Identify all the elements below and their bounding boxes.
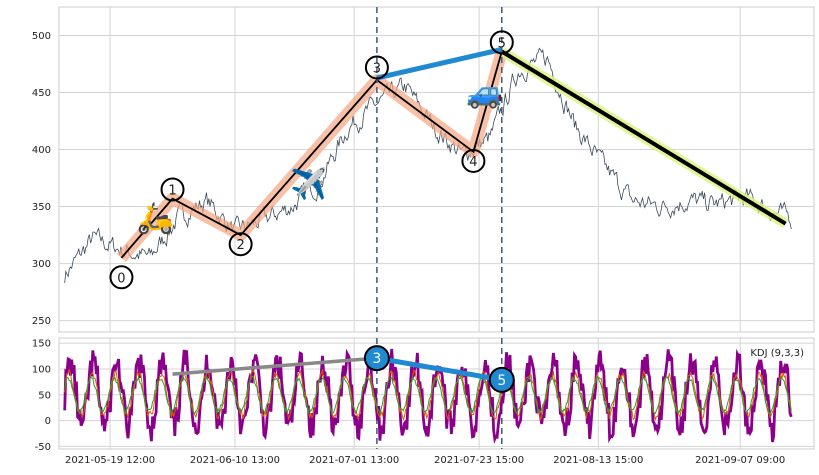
wave-label: 1 — [168, 183, 176, 198]
wave-label: 2 — [237, 238, 245, 253]
price-y-tick-label: 300 — [32, 259, 51, 270]
wave-label: 4 — [469, 155, 477, 170]
wave-label-circle — [461, 148, 486, 173]
kdj-j-line — [63, 348, 793, 444]
x-axis: 2021-05-19 12:00 2021-06-10 13:00 2021-07-… — [65, 455, 785, 466]
kdj-marker-circle — [488, 366, 515, 393]
kdj-y-tick-label: 0 — [45, 416, 51, 427]
kdj-k-line — [64, 368, 792, 422]
price-panel: 250 300 350 400 450 500 🛵 ✈️ 🚙 0 1 2 3 4 5 — [32, 6, 815, 333]
wave-label: 5 — [498, 36, 506, 51]
kdj-marker-circle — [363, 345, 390, 372]
wave-label-circle — [109, 265, 134, 290]
wave-label: 0 — [117, 271, 125, 286]
kdj-panel: -50 0 50 100 150 3 5 KDJ (9,3,3) — [32, 337, 815, 453]
kdj-y-tick-label: 150 — [32, 339, 51, 350]
price-y-tick-label: 400 — [32, 145, 51, 156]
kdj-y-tick-label: 100 — [32, 364, 51, 375]
x-tick-label: 2021-06-10 13:00 — [190, 455, 280, 466]
kdj-y-tick-label: 50 — [38, 390, 51, 401]
zigzag-line — [120, 51, 503, 259]
x-tick-label: 2021-07-01 13:00 — [309, 455, 399, 466]
price-y-tick-label: 500 — [32, 31, 51, 42]
x-tick-label: 2021-05-19 12:00 — [65, 455, 155, 466]
price-blue-line — [376, 47, 503, 81]
price-y-tick-label: 350 — [32, 202, 51, 213]
kdj-d-line — [64, 374, 792, 415]
wave-label-circle — [364, 55, 389, 80]
kdj-marker-label: 3 — [372, 351, 381, 367]
x-tick-label: 2021-08-13 15:00 — [553, 455, 643, 466]
wave-label: 3 — [373, 61, 381, 76]
emoji-marker: ✈️ — [290, 165, 327, 202]
emoji-marker: 🚙 — [466, 76, 503, 111]
wave-label-circle — [489, 30, 514, 55]
price-y-tick-label: 250 — [32, 316, 51, 327]
last-leg-line — [500, 49, 787, 226]
x-tick-label: 2021-07-23 15:00 — [434, 455, 524, 466]
kdj-legend: KDJ (9,3,3) — [750, 348, 804, 359]
price-y-tick-label: 450 — [32, 88, 51, 99]
wave-label-circle — [228, 232, 253, 257]
x-tick-label: 2021-09-07 09:00 — [695, 455, 785, 466]
kdj-y-tick-label: -50 — [35, 442, 51, 453]
wave-label-circle — [160, 177, 185, 202]
kdj-panel-frame — [58, 337, 815, 450]
emoji-marker: 🛵 — [137, 201, 174, 236]
kdj-blue-line — [376, 355, 503, 383]
kdj-gray-line — [172, 356, 378, 376]
kdj-marker-label: 5 — [497, 373, 506, 389]
